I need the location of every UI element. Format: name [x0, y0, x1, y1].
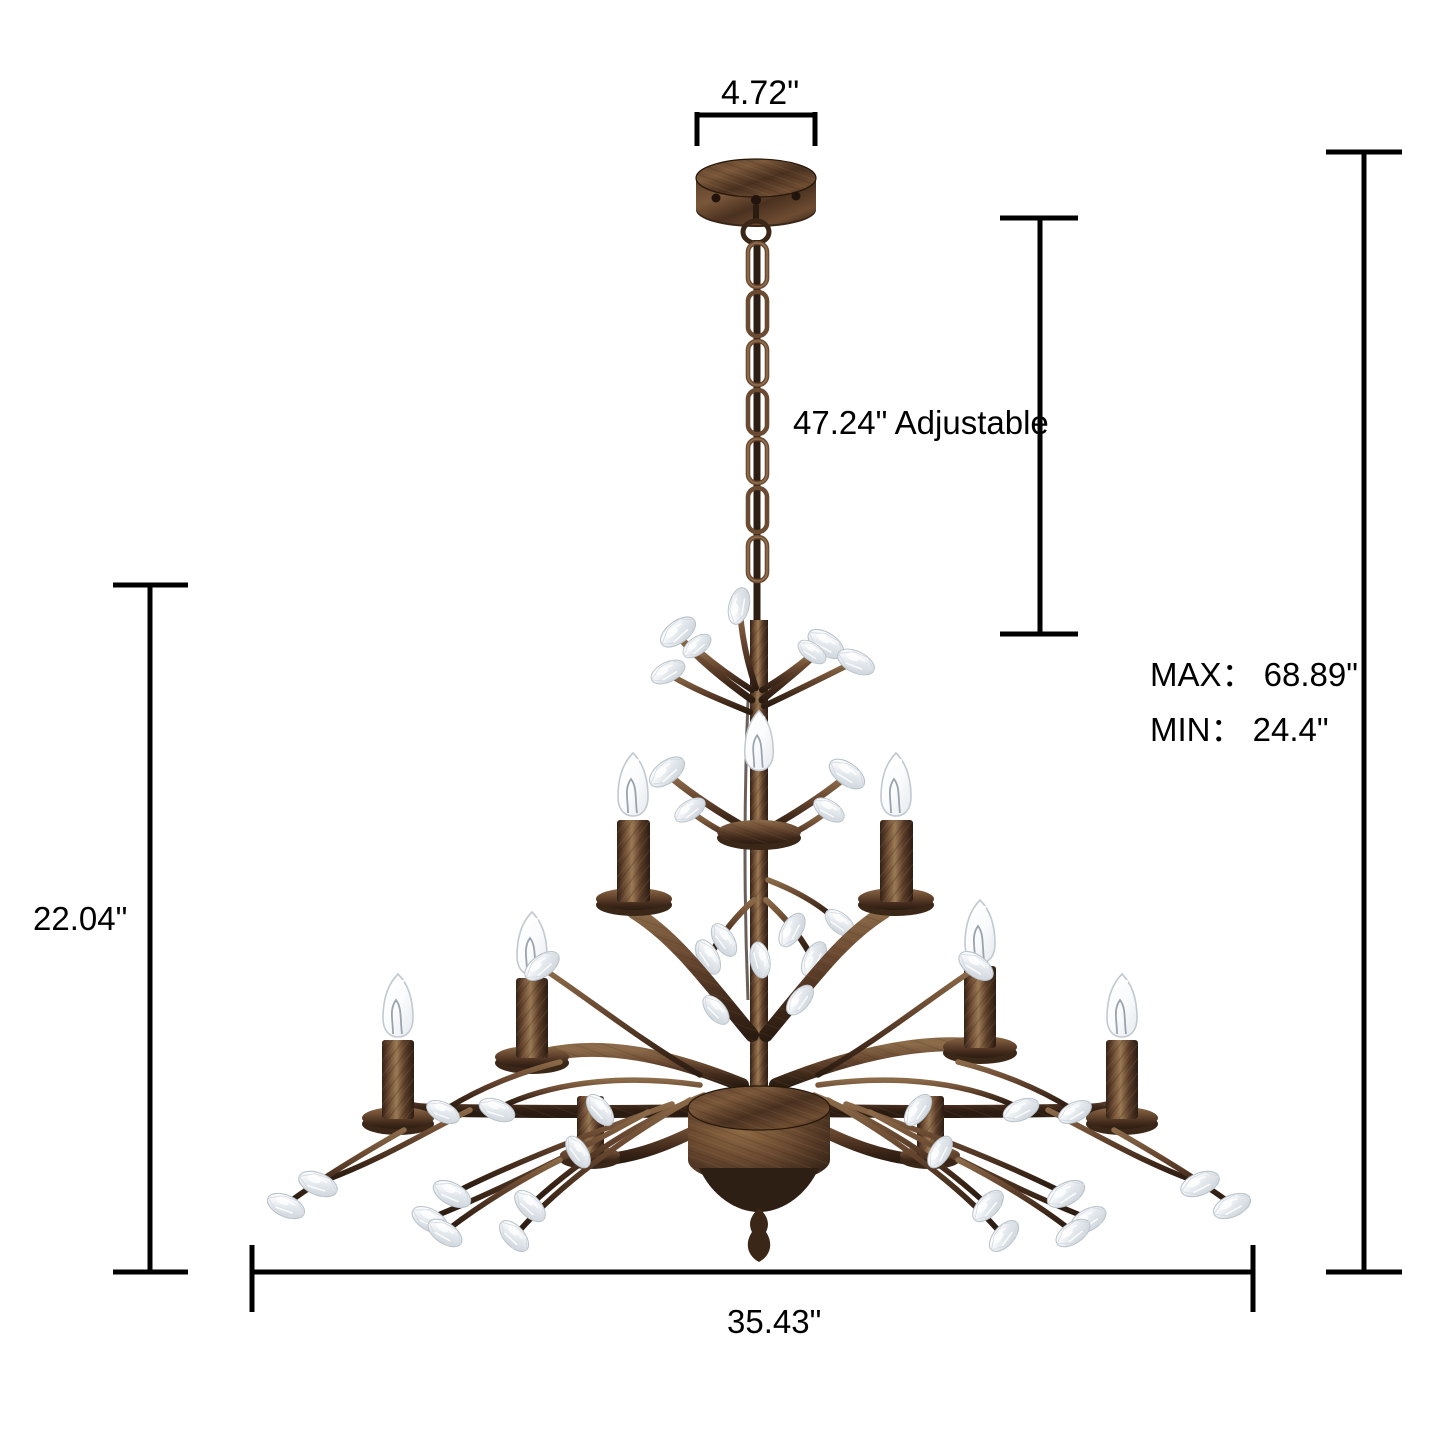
dimension-label-fixture-width: 35.43"	[727, 1303, 822, 1340]
arm-right-upper	[759, 751, 934, 1042]
dimension-lines	[113, 112, 1402, 1312]
dimension-label-canopy-width: 4.72"	[721, 74, 800, 112]
dimension-chain-drop	[1000, 215, 1078, 637]
dimension-fixture-width	[249, 1245, 1256, 1312]
canopy-group	[695, 158, 817, 246]
dimension-label-fixture-height: 22.04"	[33, 900, 128, 937]
center-hub	[687, 1085, 831, 1262]
lower-crystal-branches-right	[811, 945, 1256, 1258]
arm-right-mid	[769, 898, 1017, 1092]
dimension-label-min-height: MIN： 24.4"	[1150, 711, 1329, 748]
candle-bulb	[381, 972, 415, 1039]
dimension-label-chain-drop: 47.24" Adjustable	[793, 404, 1049, 441]
candle-bulb	[879, 751, 913, 818]
candle-bulb	[1105, 972, 1139, 1039]
dimension-fixture-height	[113, 582, 188, 1275]
dimension-overall-height	[1326, 149, 1402, 1275]
center-bobeche	[717, 820, 801, 850]
crystal-leaf	[262, 945, 620, 1258]
chain-group	[745, 240, 770, 634]
dimension-label-max-height: MAX： 68.89"	[1150, 656, 1358, 693]
upper-crystal-spray	[646, 584, 880, 772]
dimension-canopy-width	[694, 112, 818, 146]
crystal-leaf	[898, 945, 1256, 1258]
candle-bulb	[743, 709, 775, 772]
candle-bulb	[616, 751, 650, 818]
arm-left-upper	[596, 751, 759, 1042]
lower-crystal-branches-left	[262, 945, 707, 1258]
